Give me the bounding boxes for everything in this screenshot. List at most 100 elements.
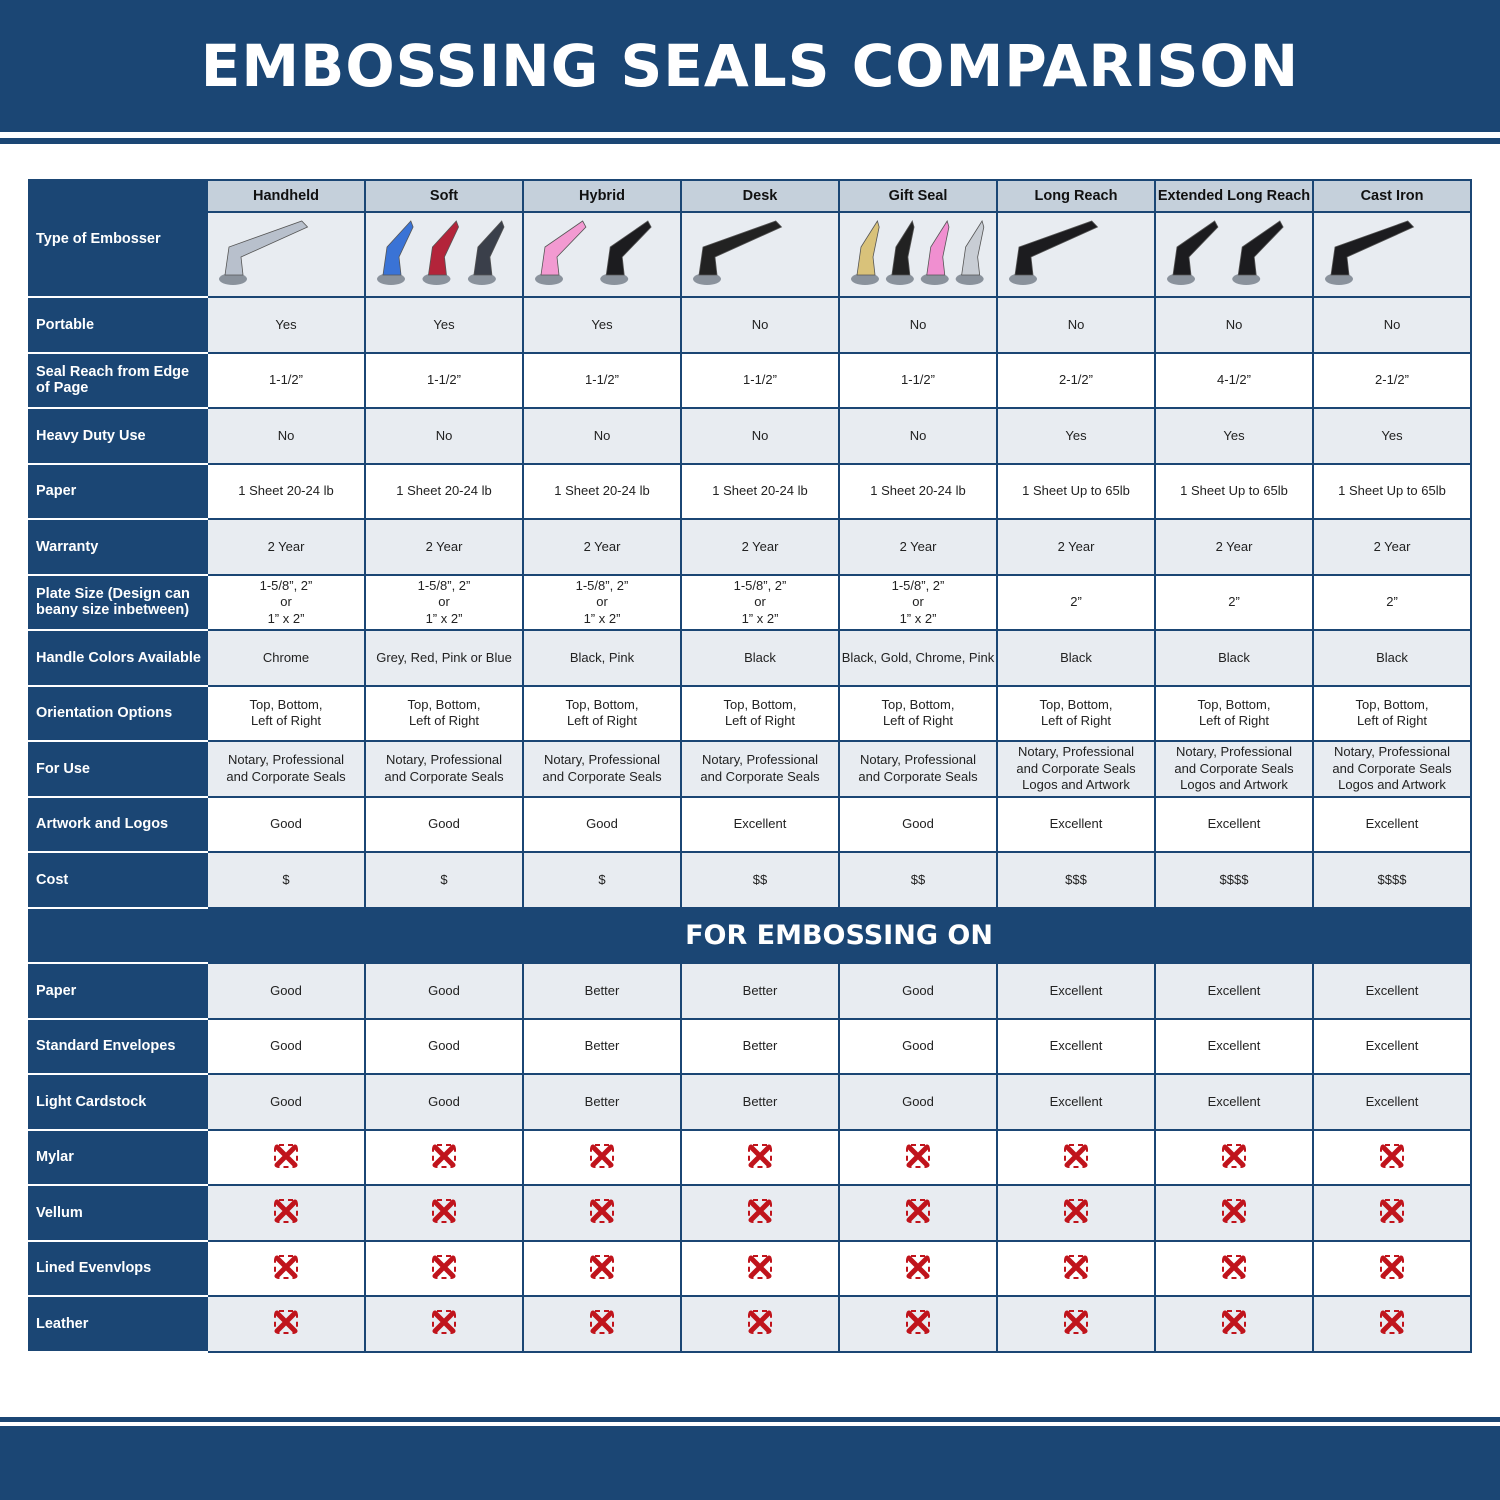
table-row: Leather: [28, 1295, 1472, 1353]
cell-value: Good: [902, 1038, 934, 1053]
table-row: Paper 1 Sheet 20-24 lb 1 Sheet 20-24 lb 1 S…: [28, 462, 1472, 520]
table-cell: Excellent: [680, 795, 840, 853]
cell-value: Black: [1376, 649, 1408, 665]
table-cell: [996, 1295, 1156, 1353]
table-cell: [838, 1128, 998, 1186]
embosser-image: [838, 211, 998, 298]
cell-value: Better: [742, 982, 778, 998]
table-row: Plate Size (Design can beany size inbetw…: [28, 573, 1472, 631]
cell-value: 2-1/2”: [1375, 372, 1409, 387]
table-cell: No: [206, 407, 366, 465]
x-icon: [1062, 1197, 1090, 1228]
divider-bottom: [0, 1417, 1500, 1422]
cell-value: Yes: [1223, 427, 1245, 443]
table-cell: [1154, 1184, 1314, 1242]
column-header: Desk: [680, 179, 840, 213]
table-cell: [522, 1295, 682, 1353]
table-cell: Excellent: [1312, 1017, 1472, 1075]
comparison-table: Type of Embosser Handheld Soft Hybrid Desk Gi…: [28, 179, 1472, 1353]
table-cell: [996, 1128, 1156, 1186]
table-cell: Black: [680, 629, 840, 687]
cell-value: Top, Bottom, Left of Right: [1355, 696, 1429, 729]
x-icon: [430, 1142, 458, 1173]
row-label: Orientation Options: [28, 684, 207, 742]
cell-value: $: [282, 871, 290, 887]
x-icon: [430, 1308, 458, 1339]
table-cell: 1-1/2”: [838, 351, 998, 409]
x-icon: [1220, 1197, 1248, 1228]
table-cell: [680, 1128, 840, 1186]
table-cell: $$$$: [1312, 851, 1472, 909]
cell-value: Good: [586, 816, 618, 831]
table-cell: Black: [996, 629, 1156, 687]
table-cell: Good: [364, 962, 524, 1020]
column-header: Cast Iron: [1312, 179, 1472, 213]
cell-value: Yes: [1381, 427, 1403, 443]
table-cell: $$$: [996, 851, 1156, 909]
section-title: FOR EMBOSSING ON: [206, 906, 1472, 964]
cell-value: 2 Year: [583, 538, 621, 554]
table-cell: 2 Year: [1312, 518, 1472, 576]
cell-value: No: [909, 427, 927, 443]
cell-value: Good: [902, 982, 934, 998]
table-cell: Top, Bottom, Left of Right: [522, 684, 682, 742]
cell-value: Top, Bottom, Left of Right: [881, 696, 955, 729]
table-cell: Better: [680, 1017, 840, 1075]
cell-value: 1-1/2”: [269, 372, 303, 387]
table-cell: 1-1/2”: [206, 351, 366, 409]
table-cell: Yes: [522, 296, 682, 354]
table-cell: Excellent: [996, 1073, 1156, 1131]
table-cell: Better: [680, 962, 840, 1020]
table-cell: 2”: [1154, 573, 1314, 631]
table-cell: Good: [838, 795, 998, 853]
cell-value: Notary, Professional and Corporate Seals: [384, 752, 504, 784]
table-cell: No: [838, 296, 998, 354]
column-header: Gift Seal: [838, 179, 998, 213]
table-row: Paper Good Good Better Better Good Excellent Ex…: [28, 962, 1472, 1020]
cell-value: Good: [902, 1093, 934, 1109]
row-label: Vellum: [28, 1184, 207, 1242]
table-cell: 1-1/2”: [680, 351, 840, 409]
x-icon: [746, 1253, 774, 1284]
embosser-image: [1312, 211, 1472, 298]
cell-value: 2 Year: [1057, 538, 1095, 554]
table-cell: No: [364, 407, 524, 465]
table-cell: 4-1/2”: [1154, 351, 1314, 409]
cell-value: Yes: [275, 316, 297, 332]
cell-value: 1 Sheet Up to 65lb: [1180, 483, 1288, 498]
cell-value: 2 Year: [1215, 538, 1253, 554]
cell-value: Good: [428, 982, 460, 998]
table-cell: [522, 1128, 682, 1186]
table-cell: [364, 1295, 524, 1353]
image-row: [29, 211, 1472, 298]
table-cell: Black, Pink: [522, 629, 682, 687]
table-cell: [1312, 1184, 1472, 1242]
table-cell: 2 Year: [364, 518, 524, 576]
table-cell: 2-1/2”: [1312, 351, 1472, 409]
table-cell: $: [206, 851, 366, 909]
cell-value: Notary, Professional and Corporate Seals…: [1174, 744, 1294, 792]
table-cell: Excellent: [1312, 1073, 1472, 1131]
header-row: Type of Embosser Handheld Soft Hybrid Desk Gi…: [28, 179, 1472, 298]
cell-value: No: [751, 316, 769, 332]
cell-value: Excellent: [1049, 1038, 1103, 1053]
cell-value: $$: [910, 871, 926, 887]
table-cell: [1312, 1295, 1472, 1353]
cell-value: 1 Sheet Up to 65lb: [1022, 483, 1130, 498]
row-label: Portable: [28, 296, 207, 354]
column-header: Hybrid: [522, 179, 682, 213]
table-cell: [996, 1184, 1156, 1242]
row-label: Paper: [28, 962, 207, 1020]
table-cell: Excellent: [1154, 1073, 1314, 1131]
cell-value: 2 Year: [425, 538, 463, 554]
x-icon: [1220, 1308, 1248, 1339]
embosser-picture: [843, 220, 993, 296]
row-label: Handle Colors Available: [28, 629, 207, 687]
table-cell: No: [680, 296, 840, 354]
table-cell: Good: [206, 962, 366, 1020]
cell-value: Excellent: [1365, 816, 1419, 831]
cell-value: Top, Bottom, Left of Right: [1197, 696, 1271, 729]
table-cell: Yes: [996, 407, 1156, 465]
table-cell: 1 Sheet Up to 65lb: [996, 462, 1156, 520]
x-icon: [588, 1142, 616, 1173]
